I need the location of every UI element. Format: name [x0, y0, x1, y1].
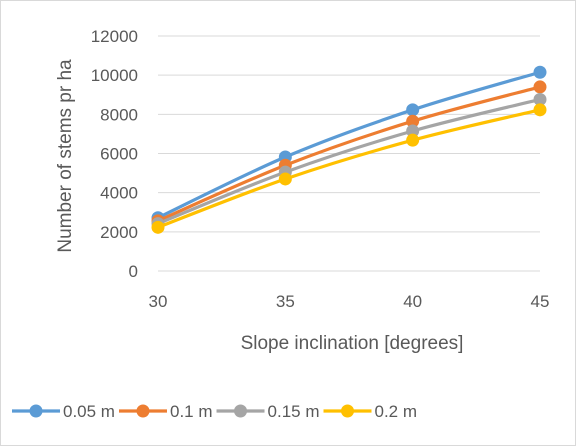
legend-swatch-marker: [234, 404, 248, 418]
y-tick-label: 6000: [100, 145, 138, 164]
x-tick-label: 45: [531, 292, 550, 311]
series-line: [156, 108, 542, 229]
data-point: [406, 124, 420, 138]
legend-label: 0.05 m: [63, 402, 115, 421]
legend-item: 0.05 m: [12, 402, 115, 421]
legend-swatch-marker: [136, 404, 150, 418]
data-point: [533, 92, 547, 106]
x-axis-tick-labels: 30 35 40 45: [149, 292, 550, 311]
series-line: [156, 85, 542, 223]
y-tick-label: 10000: [91, 66, 138, 85]
legend-item: 0.2 m: [323, 402, 418, 421]
legend-item: 0.15 m: [216, 402, 320, 421]
legend-label: 0.15 m: [268, 402, 320, 421]
data-point: [278, 172, 292, 186]
data-point: [406, 133, 420, 147]
legend: 0.05 m 0.1 m 0.15 m 0.2 m: [12, 402, 417, 421]
y-tick-label: 8000: [100, 105, 138, 124]
gridlines: [158, 35, 540, 272]
series-group: [151, 65, 547, 234]
series-line: [156, 97, 542, 226]
legend-label: 0.2 m: [375, 402, 418, 421]
y-axis-tick-labels: 0 2000 4000 6000 8000 10000 12000: [91, 27, 138, 281]
y-tick-label: 0: [129, 262, 138, 281]
legend-item: 0.1 m: [118, 402, 213, 421]
data-point: [533, 65, 547, 79]
legend-swatch-marker: [29, 404, 43, 418]
x-tick-label: 40: [403, 292, 422, 311]
data-point: [406, 114, 420, 128]
data-point: [406, 103, 420, 117]
series-4: [151, 103, 547, 234]
data-point: [533, 103, 547, 117]
data-point: [533, 80, 547, 94]
legend-swatch-marker: [341, 404, 354, 418]
y-tick-label: 12000: [91, 27, 138, 46]
x-axis-title: Slope inclination [degrees]: [241, 333, 464, 354]
y-axis-title: Number of stems pr ha: [55, 59, 76, 253]
y-tick-label: 2000: [100, 223, 138, 242]
x-tick-label: 30: [149, 292, 168, 311]
data-point: [151, 220, 165, 234]
x-tick-label: 35: [276, 292, 295, 311]
series-3: [151, 92, 547, 231]
legend-label: 0.1 m: [170, 402, 213, 421]
series-line: [156, 70, 542, 220]
y-tick-label: 4000: [100, 184, 138, 203]
